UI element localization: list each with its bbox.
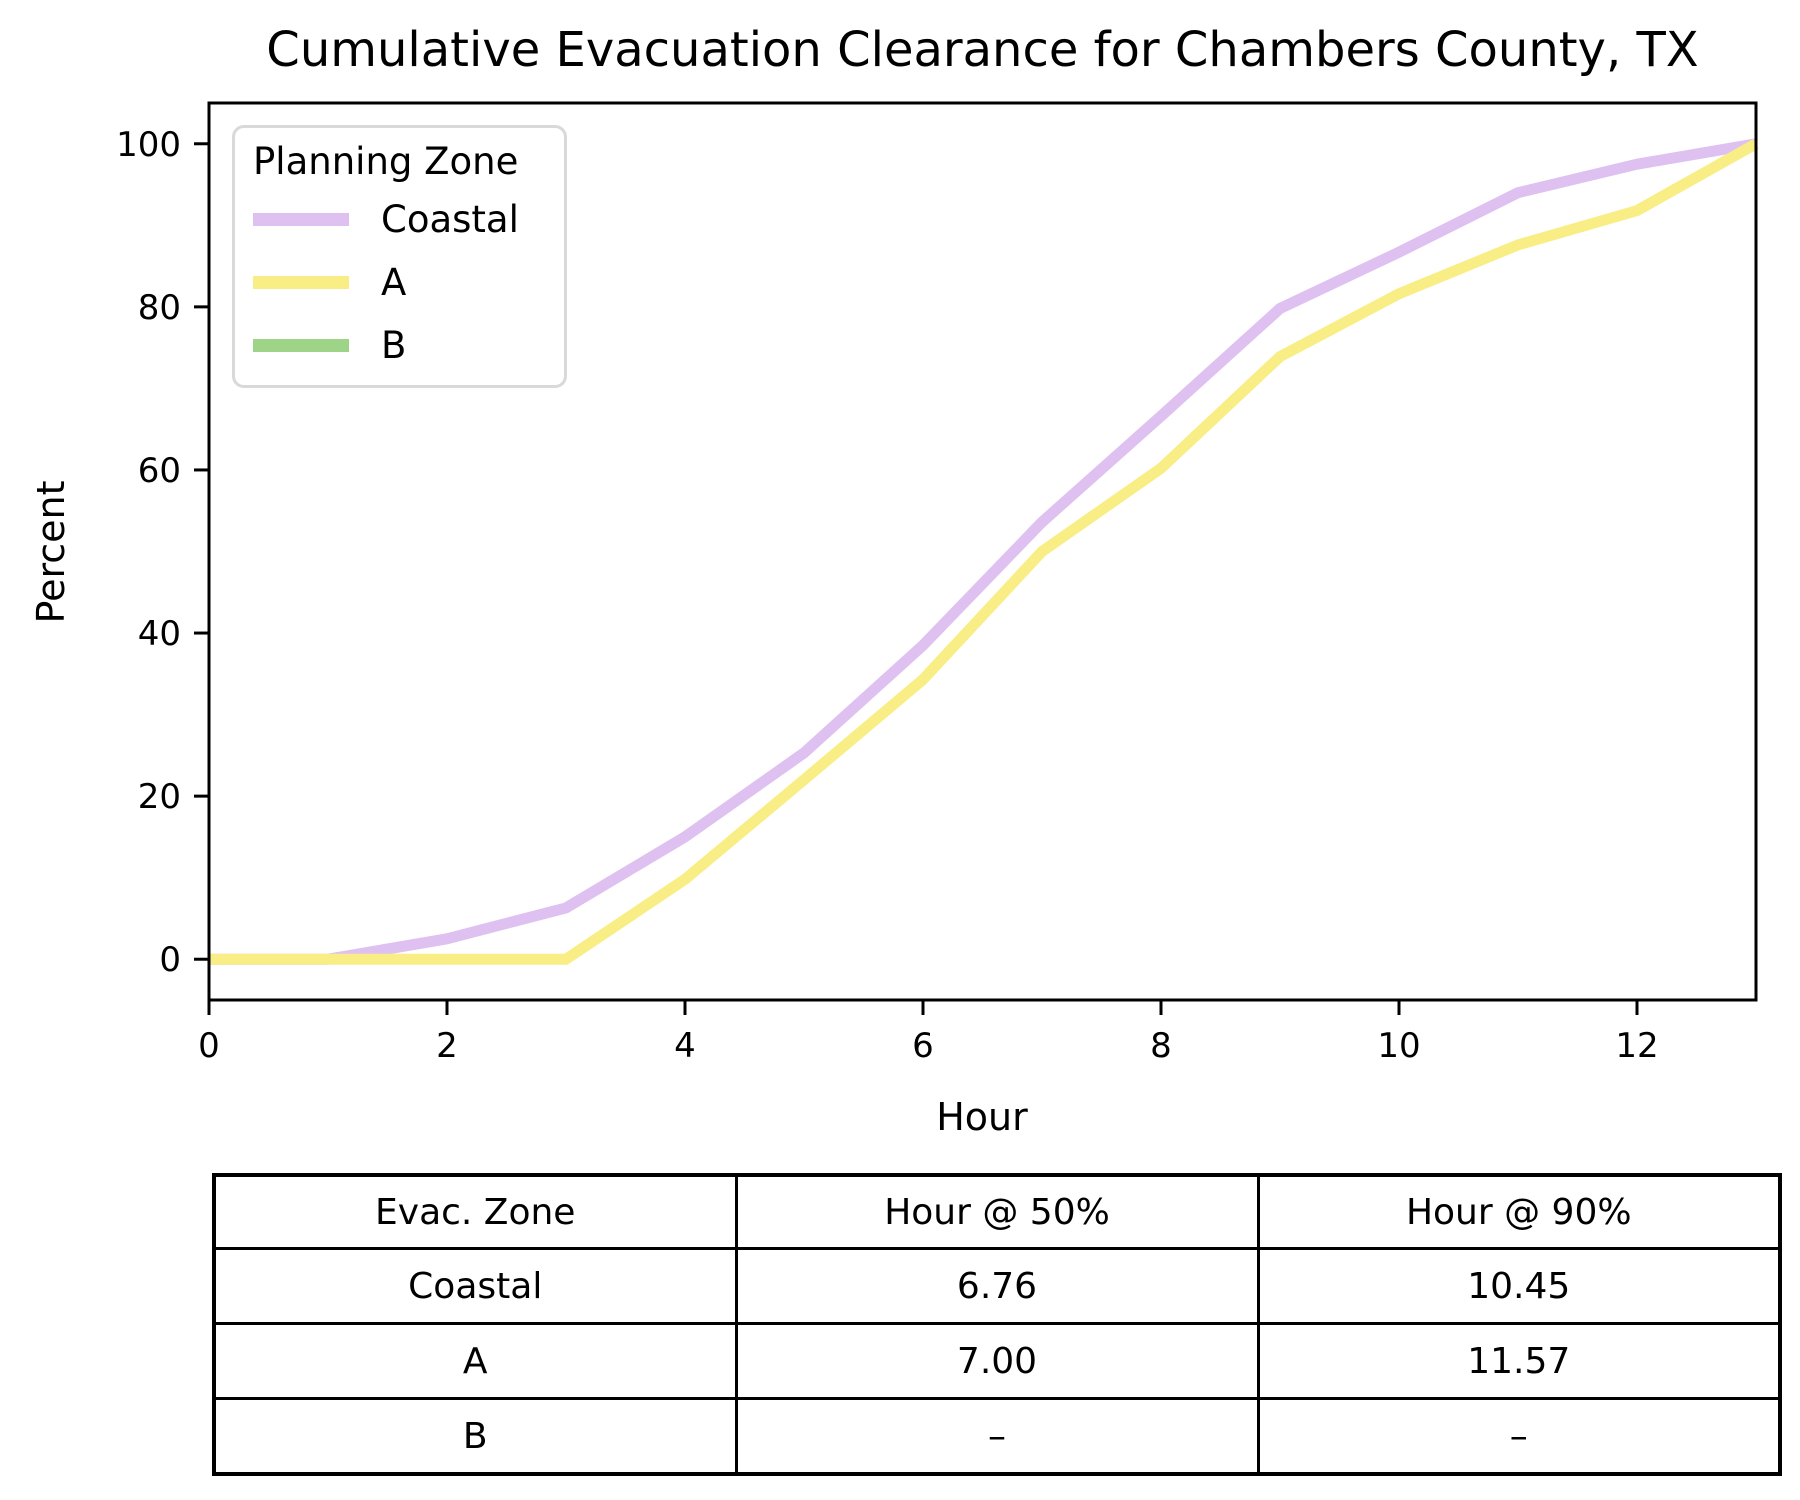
y-tick-label: 80 xyxy=(138,288,181,328)
chart-lines xyxy=(209,138,1759,965)
cell-zone: A xyxy=(212,1322,738,1400)
y-axis-label: Percent xyxy=(29,481,73,624)
y-tick-label: 40 xyxy=(138,614,181,654)
table-row-coastal: Coastal 6.76 10.45 xyxy=(212,1247,1782,1325)
y-tick-label: 20 xyxy=(138,777,181,817)
x-tick-label: 8 xyxy=(1150,1026,1172,1066)
cell-zone: B xyxy=(212,1397,738,1476)
legend: Planning Zone Coastal A B xyxy=(232,125,567,388)
legend-swatch-coastal xyxy=(253,213,349,226)
cell-hour-90: 11.57 xyxy=(1256,1322,1782,1400)
plot-frame xyxy=(207,101,1758,1002)
x-axis-ticks: 0 2 4 6 8 10 12 xyxy=(198,1000,1659,1066)
series-line-coastal xyxy=(209,138,1757,965)
x-tick-label: 10 xyxy=(1377,1026,1420,1066)
legend-title: Planning Zone xyxy=(253,140,519,183)
x-tick-label: 0 xyxy=(198,1026,220,1066)
cell-hour-90: 10.45 xyxy=(1256,1247,1782,1325)
col-header-hour-90: Hour @ 90% xyxy=(1256,1173,1782,1250)
chart-title: Cumulative Evacuation Clearance for Cham… xyxy=(266,22,1699,78)
table-row-a: A 7.00 11.57 xyxy=(212,1322,1782,1400)
x-tick-label: 4 xyxy=(674,1026,696,1066)
cell-hour-90: – xyxy=(1256,1397,1782,1476)
legend-item-b: B xyxy=(253,314,564,377)
legend-label-coastal: Coastal xyxy=(381,198,519,241)
legend-item-a: A xyxy=(253,251,564,314)
x-axis-label: Hour xyxy=(936,1095,1028,1139)
legend-swatch-a xyxy=(253,276,349,289)
summary-table: Evac. Zone Hour @ 50% Hour @ 90% Coastal… xyxy=(212,1173,1782,1476)
legend-label-b: B xyxy=(381,324,407,367)
y-tick-label: 60 xyxy=(138,451,181,491)
cell-hour-50: 7.00 xyxy=(734,1322,1260,1400)
cell-hour-50: 6.76 xyxy=(734,1247,1260,1325)
legend-item-coastal: Coastal xyxy=(253,188,564,251)
table-row-b: B – – xyxy=(212,1397,1782,1476)
x-tick-label: 6 xyxy=(912,1026,934,1066)
legend-swatch-b xyxy=(253,339,349,352)
line-chart: 0 2 4 6 8 10 12 0 20 40 60 80 100 Hour Percent xyxy=(29,101,1759,1139)
series-line-a xyxy=(209,139,1759,965)
legend-label-a: A xyxy=(381,261,407,304)
y-axis-ticks: 0 20 40 60 80 100 xyxy=(116,125,209,980)
y-tick-label: 100 xyxy=(116,125,181,165)
table-header-row: Evac. Zone Hour @ 50% Hour @ 90% xyxy=(212,1173,1782,1250)
x-tick-label: 12 xyxy=(1615,1026,1658,1066)
cell-hour-50: – xyxy=(734,1397,1260,1476)
col-header-hour-50: Hour @ 50% xyxy=(734,1173,1260,1250)
x-tick-label: 2 xyxy=(436,1026,458,1066)
cell-zone: Coastal xyxy=(212,1247,738,1325)
col-header-evac-zone: Evac. Zone xyxy=(212,1173,738,1250)
y-tick-label: 0 xyxy=(159,940,181,980)
